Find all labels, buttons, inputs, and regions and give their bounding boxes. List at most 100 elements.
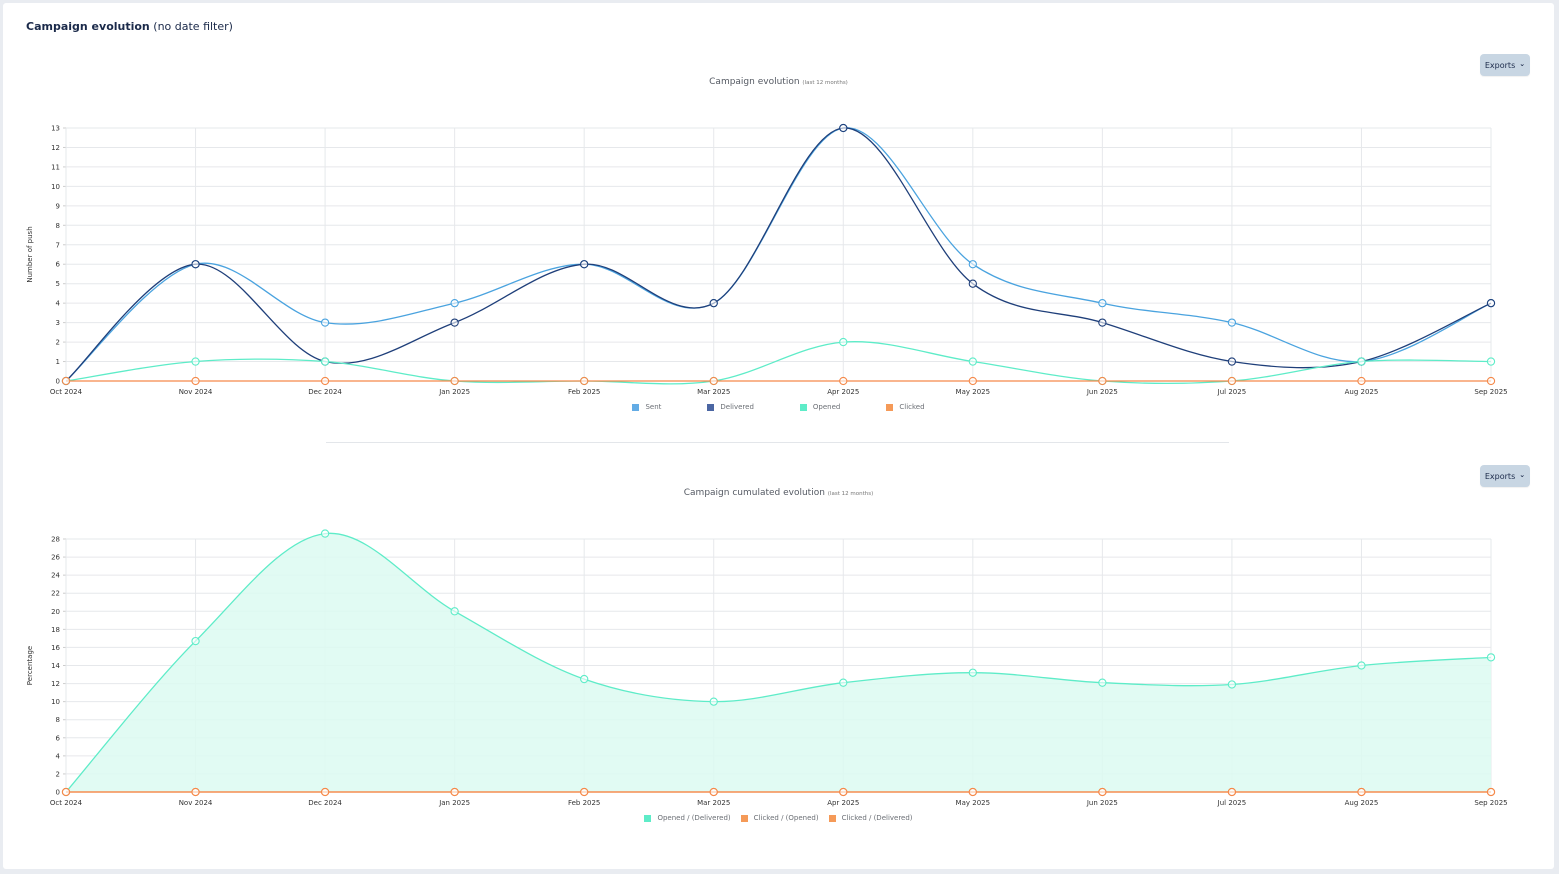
data-point-clicked <box>1098 376 1107 386</box>
legend-item-sent[interactable]: Sent <box>632 403 661 411</box>
page-title-main: Campaign evolution <box>26 20 150 33</box>
chart-divider <box>326 442 1229 443</box>
data-point-clicked <box>1227 376 1237 386</box>
legend-item-clicked[interactable]: Clicked <box>886 403 925 411</box>
data-point-clicked-delivered <box>1486 787 1496 797</box>
legend-item-opened-delivered[interactable]: Opened / (Delivered) <box>644 814 731 822</box>
data-point-clicked <box>968 376 977 386</box>
data-point-opened-delivered <box>709 697 718 706</box>
y-tick-label: 16 <box>51 644 60 652</box>
data-point-clicked <box>320 376 330 386</box>
y-tick-label: 7 <box>56 241 60 249</box>
chart-1-title: Campaign evolution (last 12 months) <box>3 77 1554 87</box>
data-point-clicked-delivered <box>580 787 589 797</box>
page-title-filter: (no date filter) <box>153 20 233 33</box>
y-tick-label: 4 <box>56 752 61 760</box>
data-point-opened-delivered <box>320 529 330 538</box>
y-tick-label: 13 <box>51 125 60 133</box>
series-line-opened <box>65 341 1492 385</box>
legend-item-clicked-opened[interactable]: Clicked / (Opened) <box>740 814 819 822</box>
data-point-clicked <box>1486 376 1496 386</box>
data-point-sent <box>320 318 330 327</box>
data-point-sent <box>1227 318 1237 327</box>
y-tick-label: 1 <box>56 358 60 366</box>
y-tick-label: 0 <box>56 378 60 386</box>
y-tick-label: 28 <box>51 536 60 544</box>
data-point-clicked-delivered <box>61 787 71 797</box>
legend-label-clicked: Clicked <box>899 403 925 411</box>
data-point-sent <box>450 299 459 308</box>
x-tick-label: May 2025 <box>956 799 991 807</box>
x-tick-label: Jan 2025 <box>438 799 470 807</box>
page-title: Campaign evolution (no date filter) <box>26 20 233 33</box>
x-tick-label: Sep 2025 <box>1474 799 1507 807</box>
data-point-opened-delivered <box>1357 661 1366 670</box>
data-point-opened <box>1357 357 1366 366</box>
legend-swatch-clicked <box>886 403 894 411</box>
x-tick-label: Jun 2025 <box>1086 799 1118 807</box>
legend-label-delivered: Delivered <box>720 403 754 411</box>
legend-item-opened[interactable]: Opened <box>799 403 841 411</box>
x-tick-label: Jun 2025 <box>1086 388 1118 396</box>
legend-item-clicked-delivered[interactable]: Clicked / (Delivered) <box>828 814 913 822</box>
chart-2-title: Campaign cumulated evolution (last 12 mo… <box>3 488 1554 498</box>
data-point-delivered <box>1098 318 1107 327</box>
data-point-delivered <box>580 260 589 269</box>
chart-1-subtitle: (last 12 months) <box>802 80 848 86</box>
data-point-opened-delivered <box>1098 678 1107 687</box>
data-point-clicked-delivered <box>1227 787 1237 797</box>
data-point-delivered <box>839 123 848 133</box>
x-tick-label: Aug 2025 <box>1345 799 1379 807</box>
x-tick-label: Dec 2024 <box>308 388 342 396</box>
series-clicked-delivered <box>61 787 1496 797</box>
y-tick-label: 11 <box>51 163 60 171</box>
y-tick-label: 8 <box>56 222 60 230</box>
data-point-delivered <box>191 260 200 269</box>
x-tick-label: May 2025 <box>956 388 991 396</box>
y-tick-label: 12 <box>51 144 60 152</box>
data-point-opened-delivered <box>1227 680 1237 689</box>
exports-button-chart-1[interactable]: Exports ⌄ <box>1480 54 1530 76</box>
x-tick-label: Jul 2025 <box>1217 799 1247 807</box>
x-tick-label: Apr 2025 <box>827 388 859 396</box>
legend-label-clicked-delivered: Clicked / (Delivered) <box>841 814 913 822</box>
data-point-opened <box>968 357 977 366</box>
chart-2-title-text: Campaign cumulated evolution <box>683 488 825 498</box>
data-point-opened <box>1486 357 1496 366</box>
y-tick-label: 12 <box>51 680 60 688</box>
legend-label-opened-delivered: Opened / (Delivered) <box>657 814 731 822</box>
data-point-delivered <box>968 279 977 288</box>
x-tick-label: Feb 2025 <box>568 799 600 807</box>
x-tick-label: Apr 2025 <box>827 799 859 807</box>
exports-button-label: Exports <box>1484 60 1516 70</box>
y-tick-label: 6 <box>56 261 61 269</box>
data-point-opened-delivered <box>968 668 977 677</box>
x-tick-label: Oct 2024 <box>50 799 83 807</box>
data-point-clicked <box>191 376 200 386</box>
data-point-opened <box>191 357 200 366</box>
data-point-sent <box>1098 299 1107 308</box>
data-point-opened <box>839 337 848 347</box>
y-tick-label: 8 <box>56 716 60 724</box>
y-tick-label: 18 <box>51 626 60 634</box>
y-tick-label: 2 <box>56 339 60 347</box>
x-tick-label: Jan 2025 <box>438 388 470 396</box>
y-tick-label: 5 <box>56 280 60 288</box>
legend-item-delivered[interactable]: Delivered <box>707 403 754 411</box>
exports-button-chart-2[interactable]: Exports ⌄ <box>1480 465 1530 487</box>
y-tick-label: 0 <box>56 789 60 797</box>
legend-swatch-opened <box>799 403 807 411</box>
x-tick-label: Mar 2025 <box>697 799 730 807</box>
x-tick-label: Nov 2024 <box>179 799 213 807</box>
data-point-clicked-delivered <box>1098 787 1107 797</box>
data-point-clicked-delivered <box>1357 787 1366 797</box>
data-point-clicked-delivered <box>191 787 200 797</box>
legend-label-opened: Opened <box>812 403 841 411</box>
legend-swatch-delivered <box>707 403 715 411</box>
legend-label-clicked-opened: Clicked / (Opened) <box>753 814 819 822</box>
y-axis-label: Percentage <box>26 646 34 685</box>
series-clicked <box>61 376 1496 386</box>
y-tick-label: 3 <box>56 319 60 327</box>
chart-1-title-text: Campaign evolution <box>709 77 800 87</box>
